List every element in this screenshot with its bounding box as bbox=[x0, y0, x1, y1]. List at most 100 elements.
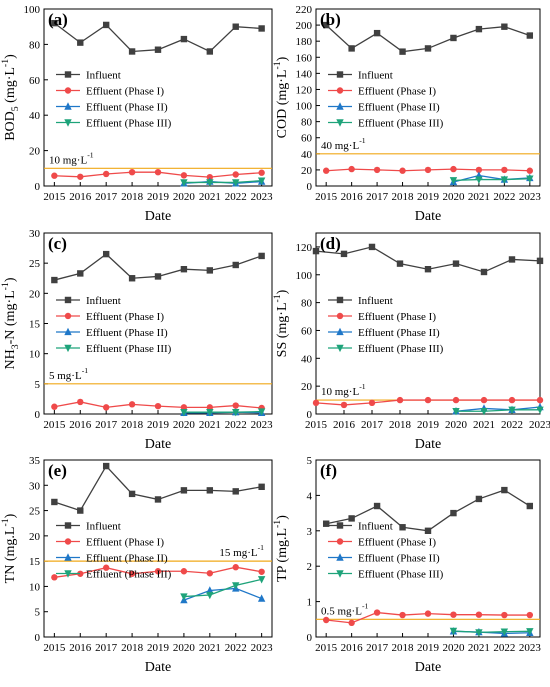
y-tick-label: 100 bbox=[24, 4, 41, 16]
data-point bbox=[396, 260, 404, 267]
data-point bbox=[180, 404, 188, 411]
legend-label: Effluent (Phase III) bbox=[358, 117, 444, 129]
data-point bbox=[348, 619, 355, 627]
y-tick-label: 5 bbox=[35, 607, 41, 619]
x-tick-label: 2020 bbox=[173, 642, 196, 654]
y-tick-label: 120 bbox=[296, 84, 313, 96]
series-influent bbox=[312, 243, 544, 276]
legend-swatch-marker bbox=[64, 102, 72, 110]
y-tick-label: 20 bbox=[29, 531, 41, 543]
x-tick-label: 2021 bbox=[199, 191, 221, 203]
data-point bbox=[232, 488, 239, 495]
y-tick-label: 0 bbox=[307, 409, 313, 421]
legend-swatch-marker bbox=[336, 312, 344, 320]
data-point bbox=[102, 21, 110, 29]
data-point bbox=[424, 45, 432, 52]
legend-label: Effluent (Phase II) bbox=[86, 101, 168, 113]
y-tick-label: 0 bbox=[307, 632, 313, 644]
data-point bbox=[475, 176, 483, 184]
legend-swatch-marker bbox=[336, 71, 344, 78]
series-effluent-phase-iii bbox=[180, 576, 266, 601]
y-tick-label: 100 bbox=[296, 270, 313, 282]
legend: Influent Effluent (Phase I) Effluent (Phas… bbox=[56, 295, 172, 355]
legend-swatch-marker bbox=[64, 296, 72, 304]
data-point bbox=[154, 46, 162, 53]
legend-label: Influent bbox=[358, 520, 393, 532]
data-point bbox=[206, 591, 214, 600]
data-point bbox=[232, 261, 239, 269]
series-effluent-phase-i bbox=[51, 168, 265, 181]
panel-label: (d) bbox=[320, 234, 341, 253]
y-tick-label: 4 bbox=[307, 490, 313, 502]
x-tick-label: 2017 bbox=[361, 419, 384, 431]
legend-label: Effluent (Phase II) bbox=[358, 552, 440, 564]
data-point bbox=[206, 179, 214, 187]
data-point bbox=[501, 23, 508, 30]
series-line bbox=[183, 180, 262, 184]
x-tick-label: 2015 bbox=[43, 642, 66, 654]
data-point bbox=[232, 408, 240, 417]
data-point bbox=[322, 616, 330, 624]
data-point bbox=[526, 628, 534, 636]
data-point bbox=[51, 498, 58, 506]
data-point bbox=[348, 165, 355, 173]
x-tick-label: 2020 bbox=[173, 191, 196, 203]
data-point bbox=[399, 611, 406, 619]
y-axis-label: SS (mg·L-1) bbox=[272, 289, 290, 357]
data-point bbox=[322, 167, 330, 174]
x-tick-label: 2019 bbox=[147, 642, 170, 654]
legend-label: Effluent (Phase I) bbox=[86, 85, 164, 97]
x-tick-label: 2023 bbox=[519, 642, 542, 654]
data-point bbox=[180, 35, 188, 43]
data-point bbox=[77, 398, 84, 406]
data-point bbox=[77, 173, 84, 180]
data-point bbox=[373, 609, 381, 616]
legend: Influent Effluent (Phase I) Effluent (Phas… bbox=[56, 69, 172, 129]
x-axis-label: Date bbox=[415, 660, 441, 675]
y-tick-label: 10 bbox=[29, 349, 41, 361]
x-tick-label: 2023 bbox=[251, 191, 274, 203]
series-effluent-phase-i bbox=[322, 165, 534, 174]
data-point bbox=[180, 487, 188, 494]
legend-label: Influent bbox=[358, 295, 393, 307]
data-point bbox=[536, 396, 544, 404]
data-point bbox=[526, 611, 534, 619]
data-point bbox=[348, 515, 355, 522]
series-effluent-phase-iii bbox=[449, 627, 534, 637]
data-point bbox=[257, 576, 266, 584]
x-tick-label: 2018 bbox=[392, 191, 415, 203]
legend-swatch-marker bbox=[336, 102, 344, 110]
y-axis-label: BOD5 (mg·L-1) bbox=[0, 54, 21, 141]
panel-a: 0 20 40 60 80 100 2015 2016 2017 2018 2019 2020 2021… bbox=[0, 4, 273, 224]
data-point bbox=[424, 166, 432, 174]
data-point bbox=[180, 266, 188, 273]
y-tick-label: 10 bbox=[29, 581, 41, 593]
x-tick-label: 2020 bbox=[173, 419, 196, 431]
legend-label: Influent bbox=[86, 295, 121, 307]
data-point bbox=[128, 490, 136, 498]
legend-label: Effluent (Phase I) bbox=[358, 311, 436, 323]
data-point bbox=[51, 403, 58, 410]
legend: Influent Effluent (Phase I) Effluent (Phas… bbox=[328, 295, 444, 355]
y-tick-label: 5 bbox=[307, 455, 313, 467]
legend-label: Influent bbox=[358, 69, 393, 81]
x-tick-label: 2022 bbox=[225, 642, 247, 654]
data-point bbox=[475, 166, 483, 174]
y-tick-label: 15 bbox=[29, 319, 41, 331]
data-point bbox=[373, 502, 381, 510]
legend-swatch-marker bbox=[336, 327, 344, 336]
data-point bbox=[526, 502, 534, 510]
legend-swatch-marker bbox=[336, 570, 344, 578]
data-point bbox=[128, 275, 136, 282]
y-tick-label: 35 bbox=[29, 455, 41, 467]
series-line bbox=[453, 630, 530, 634]
data-point bbox=[258, 169, 265, 176]
x-tick-label: 2018 bbox=[121, 419, 144, 431]
data-point bbox=[508, 256, 516, 263]
data-point bbox=[232, 582, 240, 590]
y-tick-label: 80 bbox=[301, 298, 313, 310]
data-point bbox=[373, 166, 381, 174]
data-point bbox=[424, 266, 432, 273]
y-axis-label: COD (mg·L-1) bbox=[272, 56, 290, 138]
data-point bbox=[257, 594, 266, 602]
